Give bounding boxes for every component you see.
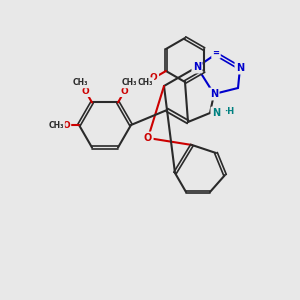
Text: N: N: [212, 108, 220, 118]
Text: O: O: [150, 74, 158, 82]
Text: O: O: [144, 133, 152, 143]
Text: CH₃: CH₃: [48, 121, 64, 130]
Text: N: N: [236, 63, 244, 73]
Text: CH₃: CH₃: [137, 79, 153, 88]
Text: ·H: ·H: [224, 107, 234, 116]
Text: O: O: [82, 87, 89, 96]
Text: N: N: [210, 89, 218, 99]
Text: O: O: [121, 87, 128, 96]
Text: N: N: [193, 62, 201, 72]
Text: CH₃: CH₃: [122, 78, 137, 87]
Text: CH₃: CH₃: [73, 78, 88, 87]
Text: =: =: [212, 49, 220, 58]
Text: O: O: [62, 121, 70, 130]
